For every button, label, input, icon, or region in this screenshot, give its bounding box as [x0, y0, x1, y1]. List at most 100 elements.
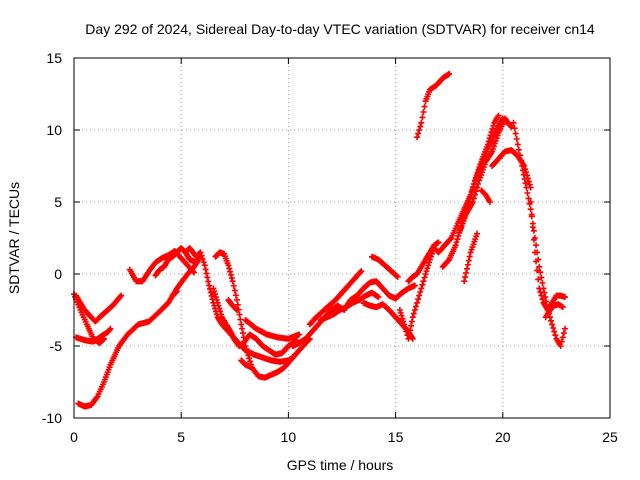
data-point: [118, 292, 125, 299]
data-point: [218, 311, 225, 318]
data-point: [173, 288, 180, 295]
data-point: [411, 282, 418, 289]
data-point: [485, 138, 492, 145]
data-point: [247, 358, 254, 365]
data-point: [402, 325, 409, 331]
data-point: [536, 285, 543, 292]
data-point: [539, 280, 546, 286]
data-point: [525, 195, 532, 202]
data-point: [426, 259, 433, 266]
x-tick-label: 15: [388, 429, 404, 445]
data-point: [466, 253, 473, 260]
data-point: [561, 294, 568, 301]
series-arc-10: [210, 285, 300, 358]
data-point: [205, 278, 212, 285]
data-point: [239, 325, 246, 332]
data-point: [407, 327, 414, 334]
series-arc-18: [369, 253, 401, 280]
data-point: [396, 307, 403, 313]
data-point: [558, 338, 565, 345]
data-point: [296, 331, 303, 338]
data-point: [246, 355, 253, 362]
data-point: [470, 195, 477, 202]
data-point: [233, 307, 240, 313]
data-point: [419, 281, 426, 288]
data-point: [357, 269, 364, 276]
data-point: [531, 249, 538, 256]
x-tick-label: 10: [281, 429, 297, 445]
data-point: [414, 299, 421, 306]
data-point: [487, 132, 494, 139]
data-point: [536, 263, 543, 270]
data-point: [510, 119, 517, 126]
data-point: [248, 364, 255, 371]
x-tick-label: 5: [177, 429, 185, 445]
data-point: [523, 184, 530, 191]
data-point: [236, 311, 243, 318]
data-point: [465, 257, 472, 264]
data-point: [533, 258, 540, 265]
data-point: [446, 70, 453, 77]
data-point: [462, 274, 469, 281]
data-point: [425, 262, 432, 269]
data-point: [416, 127, 423, 133]
data-point: [488, 129, 495, 136]
data-point: [417, 123, 424, 130]
axis-ticks: [73, 57, 611, 419]
data-point: [191, 269, 198, 276]
data-point: [225, 262, 232, 269]
data-point: [199, 255, 206, 262]
data-point: [473, 188, 479, 195]
data-point: [490, 122, 497, 129]
data-point: [410, 310, 417, 317]
data-point: [561, 325, 568, 332]
data-point: [409, 314, 416, 321]
data-point: [552, 332, 559, 339]
data-point: [423, 268, 430, 275]
data-point: [535, 276, 542, 283]
data-point: [232, 292, 239, 299]
data-point: [529, 224, 536, 231]
data-point: [397, 309, 404, 316]
x-tick-label: 20: [495, 429, 511, 445]
chart-title: Day 292 of 2024, Sidereal Day-to-day VTE…: [85, 21, 595, 37]
data-point: [516, 152, 523, 159]
data-point: [214, 299, 221, 306]
data-point: [227, 271, 234, 278]
data-point: [557, 343, 564, 349]
data-point: [486, 135, 493, 142]
data-point: [511, 125, 518, 132]
plot-frame: [73, 57, 611, 419]
data-point: [405, 335, 412, 342]
data-point: [527, 199, 534, 205]
data-point: [200, 259, 207, 266]
data-point: [393, 272, 400, 279]
data-point: [539, 296, 546, 303]
series-arc-15: [306, 268, 365, 328]
y-tick-label: -5: [50, 338, 63, 354]
data-point: [495, 112, 502, 119]
data-point: [207, 289, 214, 296]
y-tick-label: 0: [54, 266, 62, 282]
data-point: [484, 141, 491, 148]
y-tick-label: 10: [46, 122, 62, 138]
data-point: [447, 236, 454, 243]
data-point: [202, 266, 209, 273]
data-point: [233, 296, 240, 303]
data-point: [422, 271, 429, 277]
data-point: [358, 268, 365, 275]
data-point: [107, 325, 114, 332]
data-point: [453, 239, 460, 246]
data-point: [406, 331, 413, 338]
data-point: [227, 268, 234, 275]
data-point: [489, 125, 496, 132]
data-point: [234, 301, 241, 308]
data-point: [513, 136, 520, 142]
data-point: [117, 293, 124, 300]
data-point: [411, 307, 418, 313]
data-point: [204, 274, 211, 281]
data-point: [228, 275, 235, 282]
data-point: [474, 230, 481, 237]
data-point: [454, 236, 461, 243]
